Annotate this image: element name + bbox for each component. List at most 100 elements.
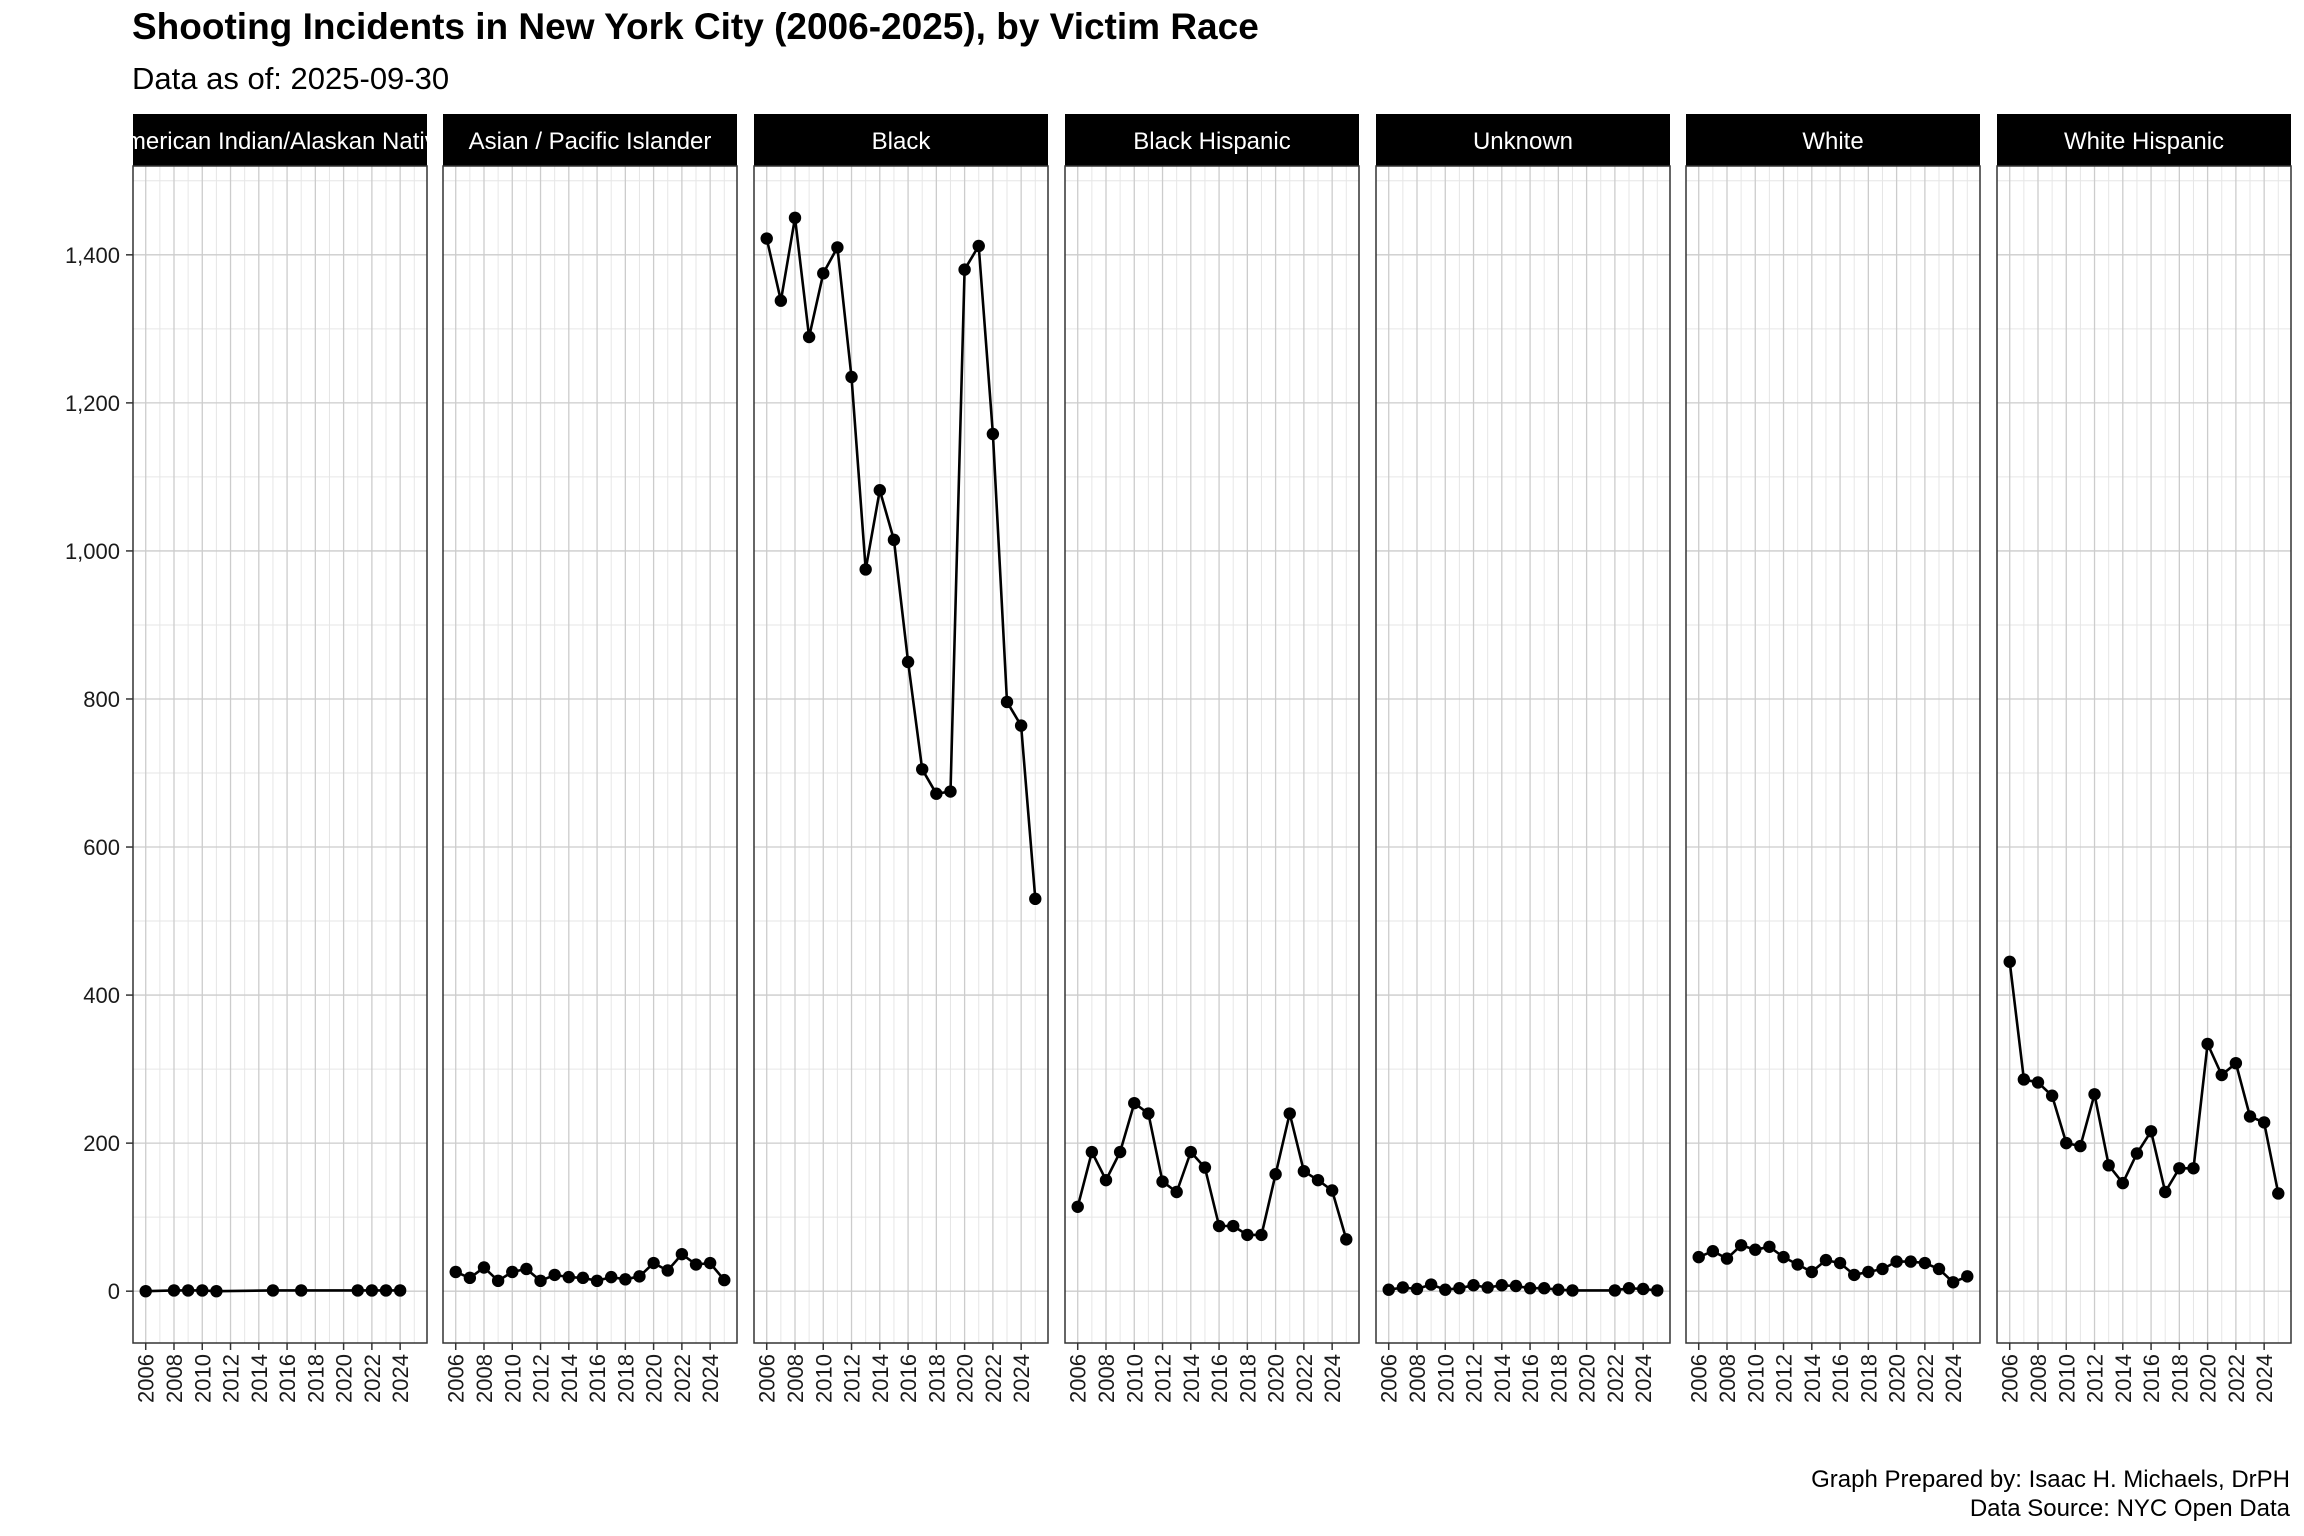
data-point	[1961, 1270, 1974, 1283]
x-tick-label: 2014	[557, 1354, 582, 1403]
panel-strip	[1065, 114, 1359, 166]
data-point	[181, 1284, 195, 1297]
x-tick-label: 2010	[811, 1354, 836, 1403]
data-point	[845, 370, 858, 384]
x-tick-label: 2006	[755, 1354, 780, 1403]
data-point	[1763, 1240, 1776, 1253]
x-tick-label: 2018	[924, 1354, 949, 1403]
data-point	[2130, 1147, 2144, 1160]
facet-panels: American Indian/Alaskan Native 2006 2008 20…	[110, 114, 2292, 1403]
data-point	[1509, 1279, 1523, 1293]
x-tick-label: 2020	[642, 1354, 667, 1403]
data-point	[760, 232, 773, 245]
data-point	[1128, 1096, 1141, 1110]
data-point	[477, 1261, 491, 1274]
data-point	[393, 1284, 407, 1297]
data-point	[1833, 1256, 1847, 1270]
x-tick-label: 2016	[1518, 1354, 1543, 1403]
series-line	[765, 216, 1037, 899]
data-point	[1396, 1281, 1410, 1294]
data-point	[689, 1258, 703, 1271]
data-point	[506, 1265, 519, 1279]
data-point	[463, 1271, 477, 1285]
x-tick-label: 2020	[332, 1354, 357, 1403]
panel-border	[442, 165, 738, 1344]
panel-background	[1065, 166, 1359, 1343]
data-point	[831, 241, 844, 254]
data-point	[2187, 1162, 2200, 1175]
data-point	[916, 763, 929, 776]
x-tick-label: 2018	[1546, 1354, 1571, 1403]
panel-border	[1996, 165, 2292, 1344]
data-point	[1000, 695, 1014, 709]
data-point	[534, 1274, 547, 1288]
x-tick-label: 2006	[1687, 1354, 1712, 1403]
data-point	[1862, 1265, 1875, 1279]
data-point	[1791, 1258, 1804, 1271]
panel-border	[1685, 165, 1981, 1344]
data-point	[1410, 1282, 1424, 1296]
data-point	[1608, 1284, 1622, 1297]
x-tick-label: 2010	[1433, 1354, 1458, 1403]
panel-grid	[443, 166, 737, 1343]
panel-strip	[754, 114, 1048, 166]
x-tick-label: 2014	[868, 1354, 893, 1403]
data-point	[605, 1270, 618, 1284]
x-tick-label: 2018	[2167, 1354, 2192, 1403]
data-point	[1439, 1283, 1452, 1296]
data-point	[210, 1284, 223, 1298]
panel-grid	[1686, 166, 1980, 1343]
data-point	[1311, 1173, 1325, 1187]
y-tick-label: 200	[83, 1131, 120, 1156]
data-point	[661, 1264, 674, 1277]
panel-background	[754, 166, 1048, 1343]
x-tick-label: 2016	[896, 1354, 921, 1403]
data-point	[1099, 1173, 1113, 1187]
panel-strip-label: American Indian/Alaskan Native	[110, 128, 450, 155]
data-point	[1269, 1168, 1282, 1181]
data-point	[1467, 1279, 1480, 1292]
panel-grid	[1065, 166, 1359, 1343]
data-point	[1946, 1276, 1960, 1289]
data-point	[576, 1271, 590, 1285]
data-point	[1453, 1282, 1466, 1295]
chart-title: Shooting Incidents in New York City (200…	[132, 6, 1259, 47]
x-tick-label: 2024	[698, 1354, 723, 1403]
x-tick-label: 2014	[2111, 1354, 2136, 1403]
panel-strip	[1997, 114, 2291, 166]
data-point	[1184, 1145, 1197, 1159]
data-point	[1029, 892, 1042, 906]
data-point	[887, 533, 901, 547]
data-point	[930, 787, 943, 800]
data-point	[986, 427, 1000, 441]
panel-border	[1375, 165, 1671, 1344]
x-tick-label: 2016	[585, 1354, 610, 1403]
data-point	[2116, 1176, 2129, 1190]
data-point	[1805, 1265, 1818, 1279]
data-point	[1777, 1250, 1790, 1264]
panel-strip-label: White	[1802, 128, 1863, 155]
x-tick-label: 2022	[2224, 1354, 2249, 1403]
data-point	[2144, 1125, 2158, 1138]
series-line	[1076, 1101, 1348, 1240]
data-point	[1876, 1262, 1889, 1276]
data-point	[718, 1273, 731, 1287]
data-point	[2003, 955, 2016, 968]
data-point	[1424, 1278, 1438, 1291]
x-tick-label: 2016	[275, 1354, 300, 1403]
panel-strip-label: Black Hispanic	[1133, 128, 1290, 155]
data-point	[633, 1270, 646, 1283]
data-point	[2201, 1037, 2214, 1051]
x-tick-label: 2024	[1941, 1354, 1966, 1403]
y-tick-label: 1,200	[65, 391, 120, 416]
y-axis: 0 200 400 600 800 1,000 1,200 1,400	[65, 243, 133, 1304]
data-point	[1156, 1175, 1169, 1188]
data-point	[1819, 1253, 1833, 1267]
x-tick-label: 2008	[162, 1354, 187, 1403]
data-point	[1071, 1200, 1084, 1213]
data-point	[1297, 1165, 1311, 1178]
panel-strip-label: White Hispanic	[2064, 128, 2224, 155]
data-point	[491, 1274, 505, 1288]
